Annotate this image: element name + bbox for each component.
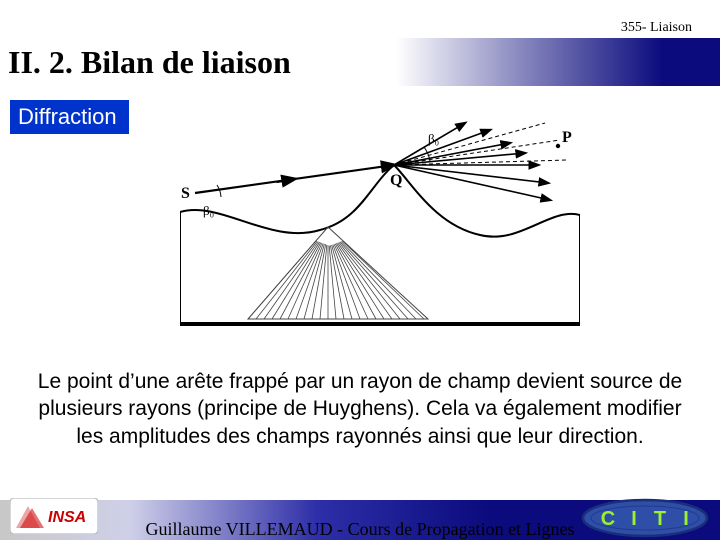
svg-text:C: C xyxy=(601,508,615,530)
citi-bubble: CITI xyxy=(580,498,710,538)
section-badge: Diffraction xyxy=(10,100,129,134)
svg-text:β₀: β₀ xyxy=(203,203,214,218)
diffraction-diagram: S Q Pβ₀ β₀ xyxy=(180,110,580,330)
paragraph: Le point d’une arête frappé par un rayon… xyxy=(30,368,690,450)
insa-logo: INSA xyxy=(10,498,98,534)
svg-text:INSA: INSA xyxy=(48,509,86,526)
svg-text:I: I xyxy=(683,508,689,530)
svg-text:β₀: β₀ xyxy=(428,131,439,146)
svg-text:I: I xyxy=(631,508,637,530)
footer: INSA Guillaume VILLEMAUD - Cours de Prop… xyxy=(0,488,720,540)
svg-text:T: T xyxy=(654,508,666,530)
svg-text:Q: Q xyxy=(390,172,402,189)
svg-text:S: S xyxy=(181,185,190,202)
svg-text:P: P xyxy=(562,129,572,146)
page-number: 355- Liaison xyxy=(621,20,692,36)
title-bar: II. 2. Bilan de liaison xyxy=(0,38,720,86)
slide-title: II. 2. Bilan de liaison xyxy=(8,44,291,81)
